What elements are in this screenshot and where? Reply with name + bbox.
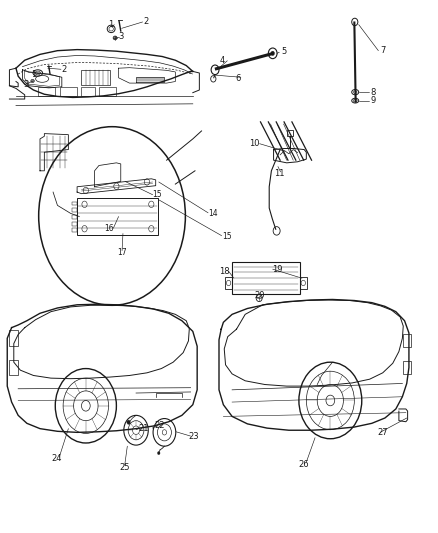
Text: 2: 2 [143,18,148,27]
Text: 10: 10 [249,139,259,148]
Text: 2: 2 [61,65,67,74]
Text: 22: 22 [155,422,165,431]
Text: 8: 8 [371,87,376,96]
Bar [99,87,117,96]
Bar [77,198,158,235]
Text: 18: 18 [219,267,230,276]
Text: 26: 26 [298,460,309,469]
Bar [287,130,293,136]
Text: 23: 23 [189,432,199,441]
Text: 11: 11 [274,169,285,178]
Text: 6: 6 [235,74,240,83]
Bar [72,201,77,205]
Text: 24: 24 [51,455,62,463]
Bar [81,87,95,96]
Circle shape [127,420,131,424]
Bar [403,334,411,348]
Circle shape [271,51,275,55]
Text: 27: 27 [378,429,389,438]
Bar [72,215,77,219]
Bar [60,87,77,96]
Text: 15: 15 [222,232,232,241]
Text: 20: 20 [254,290,265,300]
Bar [9,360,18,375]
Text: 25: 25 [120,463,130,472]
Text: 19: 19 [272,265,283,273]
Text: 15: 15 [152,190,162,199]
Text: 14: 14 [208,209,218,218]
Bar [72,222,77,225]
Text: 21: 21 [139,424,149,433]
Ellipse shape [113,36,117,40]
Bar [38,87,55,96]
Bar [9,330,18,346]
Circle shape [157,451,160,455]
Text: 3: 3 [119,33,124,42]
Text: 7: 7 [380,46,385,55]
Text: 3: 3 [23,80,29,89]
Bar [72,208,77,212]
Bar [81,70,110,85]
Ellipse shape [31,79,34,83]
Text: 16: 16 [104,224,113,233]
Text: 17: 17 [117,248,127,257]
Bar [72,228,77,232]
Text: 9: 9 [371,96,376,105]
Text: 4: 4 [220,56,225,65]
Text: 1: 1 [109,20,114,29]
Text: 5: 5 [281,47,286,56]
Bar [403,361,411,374]
Bar [232,262,300,294]
Text: 1: 1 [31,70,36,78]
Bar [225,277,232,289]
Bar [300,277,307,289]
